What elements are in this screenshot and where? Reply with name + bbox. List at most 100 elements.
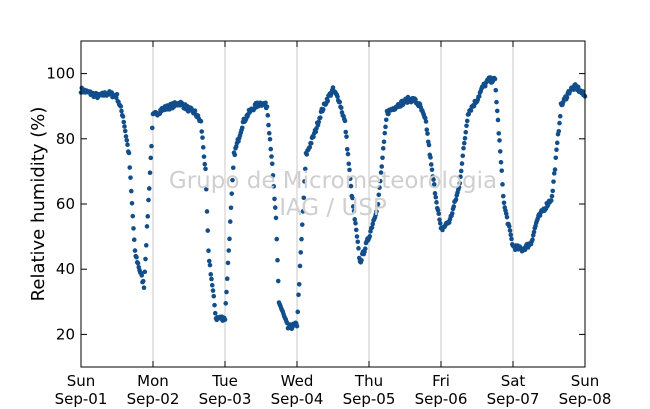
data-point	[564, 95, 570, 100]
data-point	[356, 246, 361, 251]
data-point	[212, 310, 218, 316]
data-point	[199, 129, 205, 134]
data-point	[273, 215, 279, 221]
y-tick-label: 40	[56, 260, 75, 278]
data-point	[302, 179, 307, 184]
data-point	[380, 146, 386, 151]
data-point	[129, 201, 135, 206]
x-axis-ticks: SunSep-01MonSep-02TueSep-03WedSep-04ThuS…	[55, 41, 611, 408]
data-point	[268, 146, 274, 152]
data-point	[304, 152, 310, 157]
data-point	[267, 136, 273, 142]
data-point	[377, 178, 383, 184]
data-point	[119, 108, 124, 114]
data-point	[458, 168, 464, 174]
data-point	[426, 142, 432, 148]
data-point	[124, 137, 130, 143]
data-point	[383, 117, 389, 123]
data-point	[376, 192, 382, 198]
x-tick-label-day: Sun	[571, 372, 600, 390]
data-point	[266, 130, 272, 136]
data-point	[464, 118, 470, 124]
data-point	[313, 129, 319, 135]
data-point	[460, 153, 466, 159]
y-tick-label: 100	[46, 65, 75, 83]
data-point	[476, 94, 482, 99]
data-point	[308, 140, 314, 146]
data-point	[449, 211, 455, 216]
data-point	[222, 317, 228, 322]
x-tick-label-day: Thu	[354, 372, 383, 390]
data-point	[206, 248, 211, 254]
data-point	[125, 142, 130, 148]
data-point	[503, 211, 509, 216]
data-point	[383, 124, 388, 130]
data-point	[461, 140, 467, 146]
data-point	[269, 161, 275, 167]
data-point	[497, 149, 503, 154]
data-point	[379, 164, 385, 169]
data-point	[311, 134, 316, 140]
data-point	[224, 289, 229, 295]
data-point	[210, 288, 216, 293]
data-point	[203, 166, 208, 172]
data-point	[422, 115, 428, 121]
y-tick-label: 80	[56, 130, 75, 148]
data-point	[551, 179, 556, 184]
data-point	[557, 113, 563, 119]
data-point	[269, 154, 274, 159]
data-point	[122, 128, 128, 134]
x-tick-label-date: Sep-03	[199, 390, 252, 408]
y-tick-label: 60	[56, 195, 75, 213]
data-point	[350, 204, 356, 209]
x-tick-label-day: Mon	[137, 372, 169, 390]
y-axis-label: Relative humidity (%)	[28, 107, 49, 302]
data-point	[131, 226, 136, 231]
data-point	[296, 292, 301, 298]
data-point	[226, 248, 232, 253]
data-point	[509, 236, 514, 242]
data-point	[192, 108, 198, 114]
data-point	[224, 276, 230, 282]
data-point	[123, 134, 129, 139]
data-point	[580, 89, 586, 94]
data-point	[140, 278, 146, 284]
data-point	[492, 76, 498, 82]
data-point	[209, 282, 215, 288]
data-point	[211, 293, 217, 299]
data-point	[496, 131, 502, 136]
data-point	[504, 214, 510, 220]
data-point	[369, 225, 375, 230]
data-point	[307, 144, 313, 150]
data-point	[272, 196, 277, 202]
data-point	[428, 162, 434, 167]
data-point	[208, 272, 214, 277]
data-point	[139, 273, 145, 278]
data-point	[381, 139, 387, 145]
data-point	[337, 99, 343, 105]
data-point	[113, 95, 119, 101]
data-point	[227, 219, 233, 224]
data-point	[230, 177, 235, 183]
data-point	[200, 145, 206, 150]
data-point	[498, 159, 504, 165]
data-point	[431, 177, 436, 182]
data-point	[429, 167, 435, 173]
data-point	[468, 108, 474, 113]
data-point	[270, 173, 276, 178]
data-point	[359, 257, 364, 263]
data-point	[316, 119, 322, 125]
data-point	[531, 229, 537, 235]
data-point	[425, 131, 430, 136]
data-point	[345, 151, 351, 157]
data-point	[301, 195, 307, 201]
data-point	[499, 168, 505, 173]
data-point	[432, 191, 438, 196]
data-point	[127, 165, 133, 170]
data-point	[145, 214, 151, 219]
data-point	[144, 224, 150, 229]
data-point	[437, 221, 443, 226]
data-point	[431, 182, 437, 187]
data-point	[482, 83, 488, 89]
data-point	[500, 182, 505, 187]
